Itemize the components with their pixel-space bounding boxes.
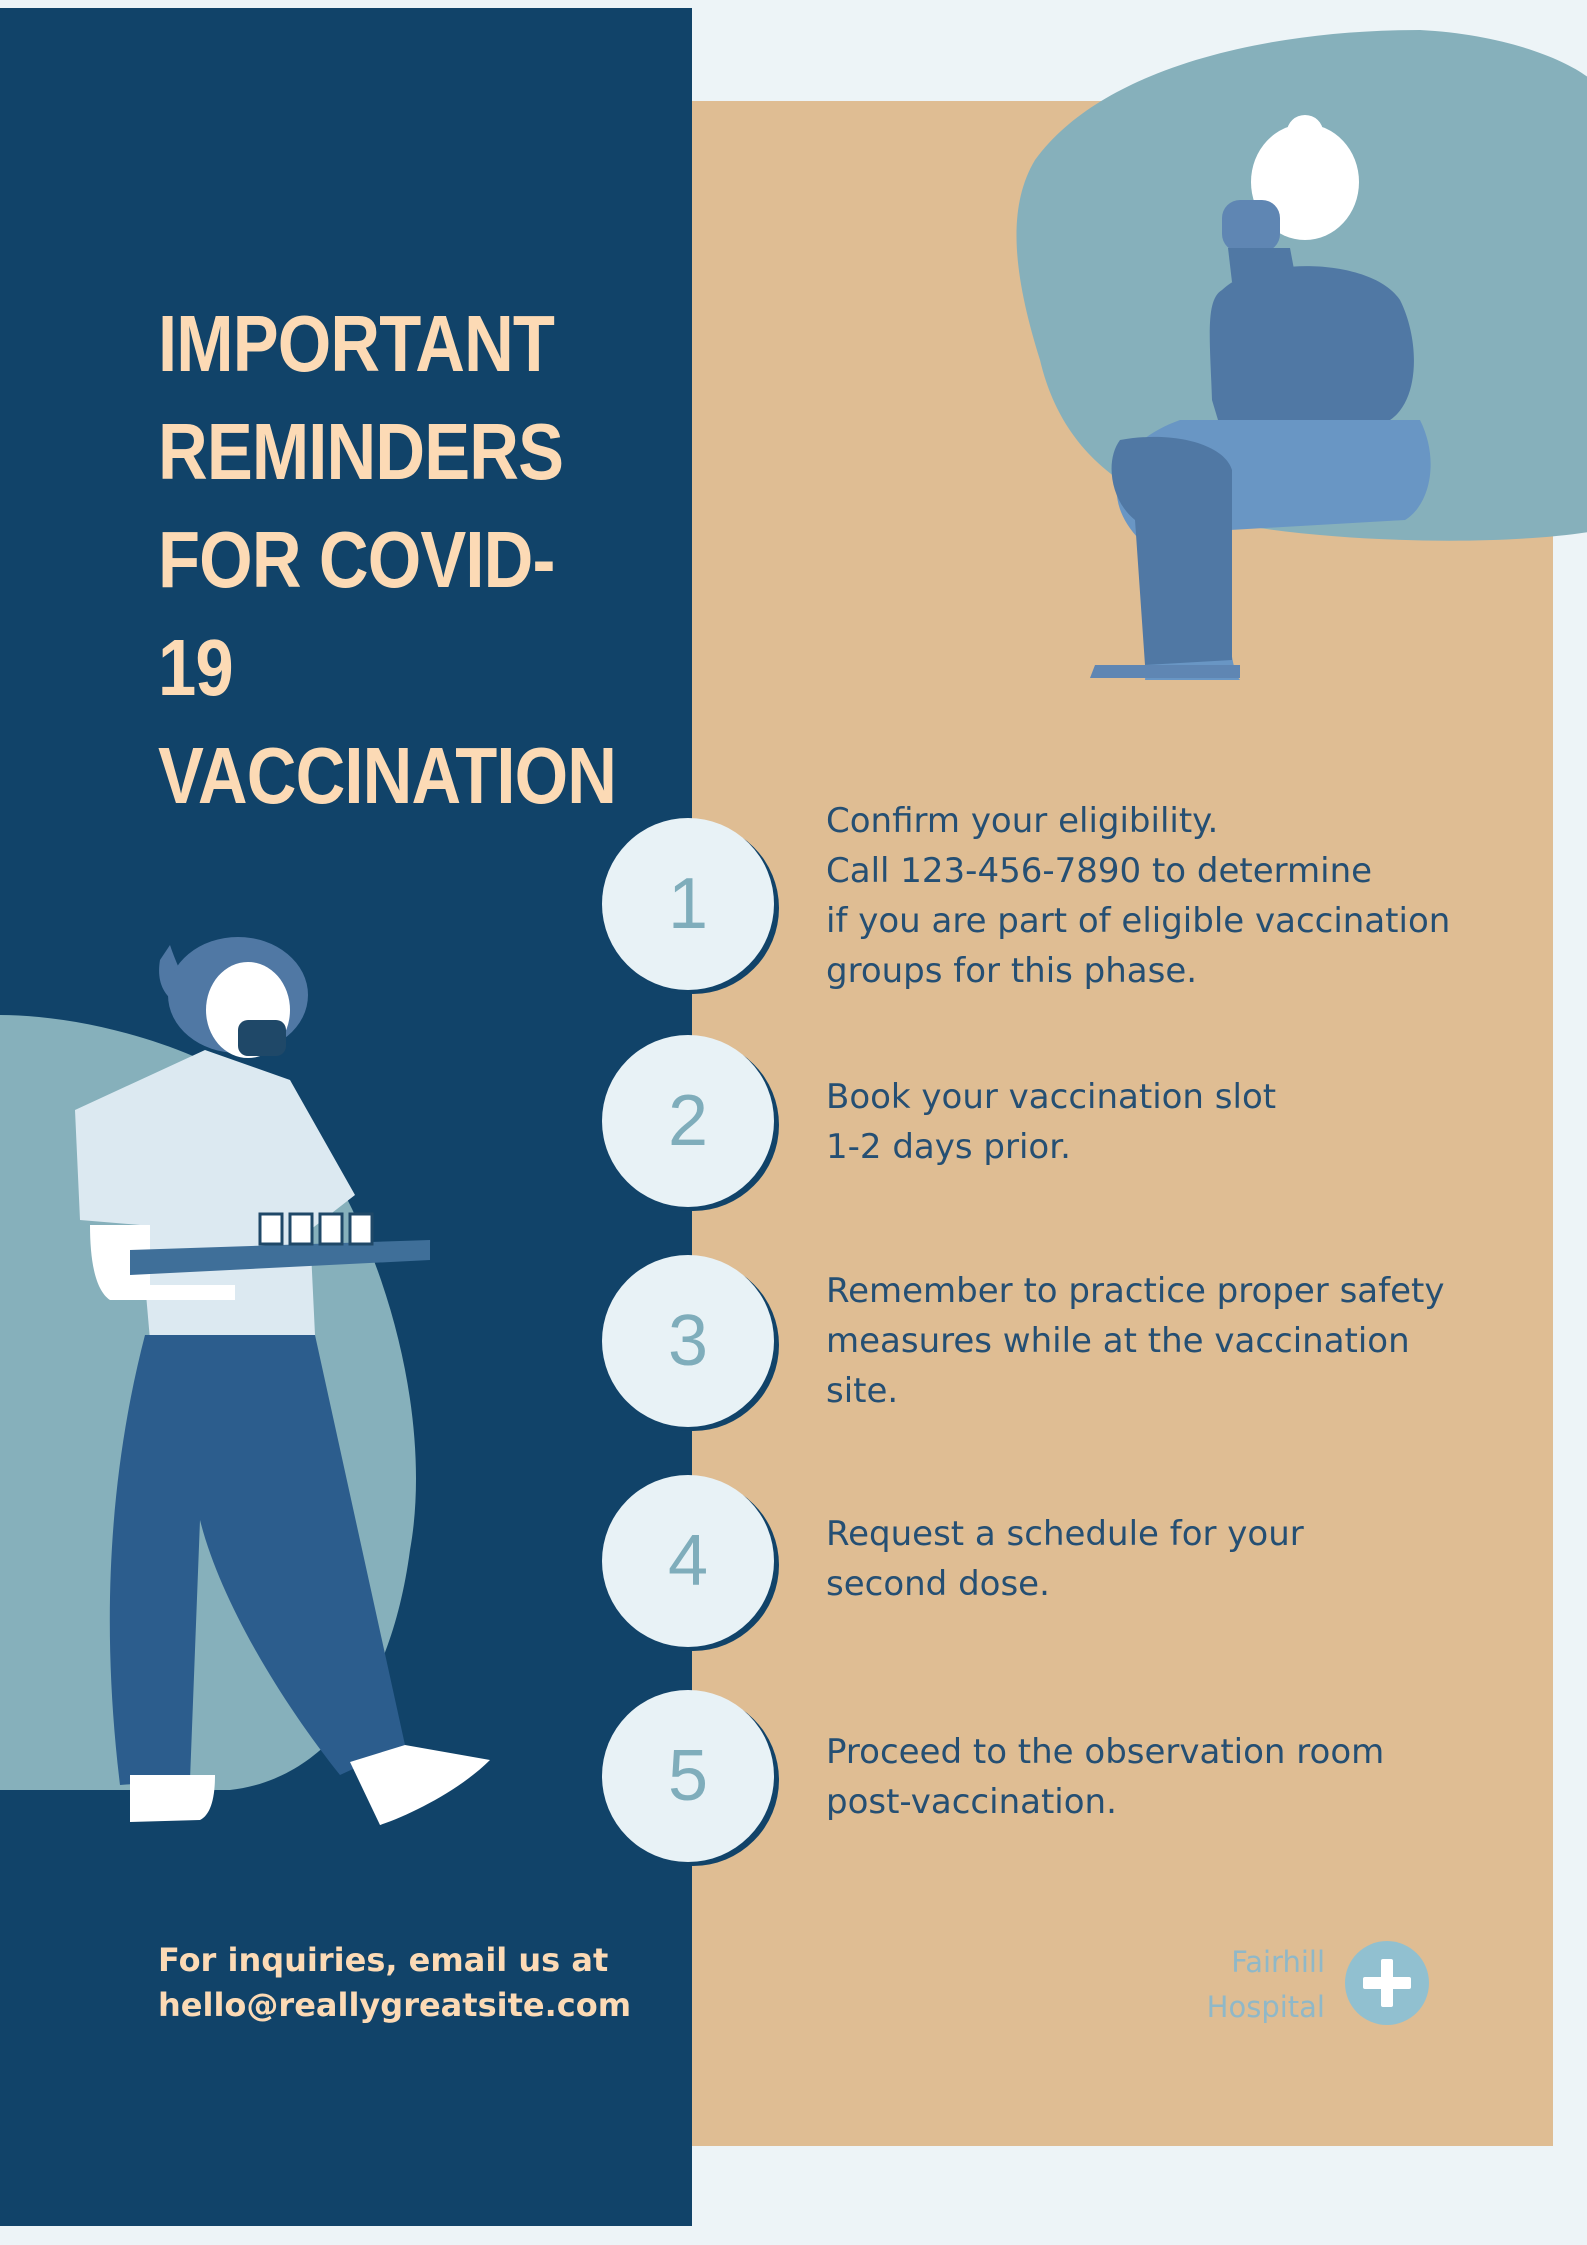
seated-woman-icon	[1090, 115, 1431, 680]
step-text-3: Remember to practice proper safety measu…	[826, 1271, 1445, 1411]
nurse-icon	[75, 937, 490, 1825]
step-number-4: 4	[602, 1475, 774, 1647]
contact-info: For inquiries, email us at hello@reallyg…	[158, 1941, 632, 2024]
step-text-1: Confirm your eligibility. Call 123-456-7…	[826, 801, 1451, 991]
vial-tray-icon	[258, 1212, 374, 1246]
hospital-name: Fairhill Hospital	[1206, 1945, 1325, 2024]
page-title: Important Reminders for COVID-19 Vaccina…	[158, 299, 617, 820]
medical-cross-icon	[1345, 1941, 1429, 2025]
step-number-2: 2	[602, 1035, 774, 1207]
step-number-5: 5	[602, 1690, 774, 1862]
step-text-5: Proceed to the observation room post-vac…	[826, 1732, 1385, 1822]
step-text-2: Book your vaccination slot 1-2 days prio…	[826, 1077, 1277, 1167]
step-number-1: 1	[602, 818, 774, 990]
step-text-4: Request a schedule for your second dose.	[826, 1514, 1304, 1604]
step-number-3: 3	[602, 1255, 774, 1427]
